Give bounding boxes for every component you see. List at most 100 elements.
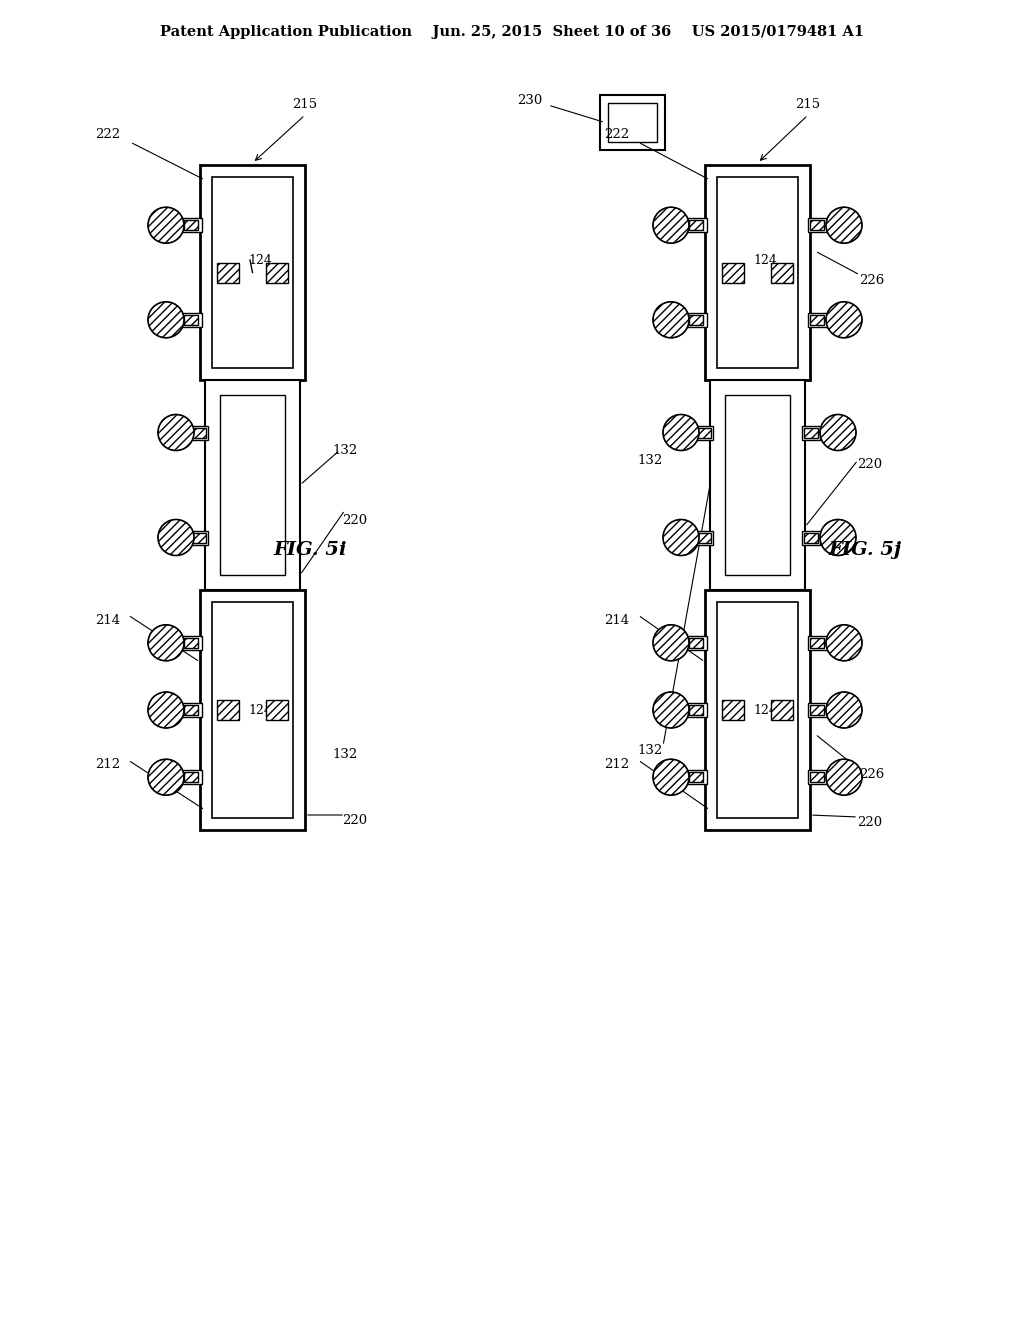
Bar xyxy=(193,532,206,543)
Bar xyxy=(695,425,713,440)
Text: 226: 226 xyxy=(859,768,885,781)
Text: 124: 124 xyxy=(248,704,272,717)
Circle shape xyxy=(653,302,689,338)
Text: 124: 124 xyxy=(753,704,777,717)
Circle shape xyxy=(826,692,862,729)
Bar xyxy=(808,313,828,327)
Text: 214: 214 xyxy=(95,614,121,627)
Text: 132: 132 xyxy=(637,743,663,756)
Text: FIG. 5j: FIG. 5j xyxy=(828,541,901,558)
Bar xyxy=(266,700,288,719)
Bar xyxy=(689,772,703,783)
Bar xyxy=(802,425,820,440)
Bar xyxy=(687,704,707,717)
Circle shape xyxy=(148,759,184,795)
Circle shape xyxy=(653,624,689,661)
Circle shape xyxy=(820,414,856,450)
Bar xyxy=(697,428,711,437)
Bar xyxy=(808,218,828,232)
Circle shape xyxy=(148,624,184,661)
Text: 215: 215 xyxy=(796,99,820,111)
Circle shape xyxy=(826,759,862,795)
Bar xyxy=(182,218,202,232)
Bar xyxy=(802,531,820,544)
Text: Patent Application Publication    Jun. 25, 2015  Sheet 10 of 36    US 2015/01794: Patent Application Publication Jun. 25, … xyxy=(160,25,864,40)
Bar xyxy=(687,313,707,327)
Bar xyxy=(705,165,810,380)
Bar xyxy=(184,772,198,783)
Bar xyxy=(689,705,703,715)
Text: 132: 132 xyxy=(333,444,357,457)
Circle shape xyxy=(148,302,184,338)
Text: FIG. 5i: FIG. 5i xyxy=(273,541,347,558)
Bar xyxy=(710,380,805,590)
Circle shape xyxy=(158,414,194,450)
Bar xyxy=(687,636,707,649)
Bar xyxy=(722,263,744,282)
Circle shape xyxy=(826,207,862,243)
Bar xyxy=(804,532,818,543)
Bar xyxy=(184,705,198,715)
Circle shape xyxy=(148,692,184,729)
Text: 212: 212 xyxy=(95,759,121,771)
Bar xyxy=(200,165,305,380)
Circle shape xyxy=(653,692,689,729)
Text: 124: 124 xyxy=(753,253,777,267)
Bar xyxy=(689,638,703,648)
Bar xyxy=(695,531,713,544)
Bar xyxy=(608,103,657,143)
Bar xyxy=(193,428,206,437)
Text: 230: 230 xyxy=(517,94,543,107)
Circle shape xyxy=(653,207,689,243)
Circle shape xyxy=(663,414,699,450)
Text: 222: 222 xyxy=(95,128,121,141)
Bar xyxy=(217,700,239,719)
Bar xyxy=(182,636,202,649)
Bar xyxy=(705,590,810,830)
Bar xyxy=(810,705,824,715)
Text: 220: 220 xyxy=(857,816,883,829)
Bar xyxy=(212,177,293,368)
Bar xyxy=(771,263,793,282)
Text: 132: 132 xyxy=(333,748,357,762)
Bar xyxy=(810,220,824,230)
Bar xyxy=(184,314,198,325)
Bar xyxy=(808,770,828,784)
Bar xyxy=(717,602,798,818)
Bar xyxy=(220,395,285,576)
Circle shape xyxy=(820,520,856,556)
Bar xyxy=(689,220,703,230)
Text: 220: 220 xyxy=(342,813,368,826)
Bar xyxy=(810,772,824,783)
Text: 220: 220 xyxy=(857,458,883,471)
Bar xyxy=(600,95,665,150)
Bar xyxy=(212,602,293,818)
Circle shape xyxy=(653,759,689,795)
Text: 124: 124 xyxy=(248,253,272,267)
Bar xyxy=(205,380,300,590)
Bar xyxy=(810,314,824,325)
Circle shape xyxy=(158,520,194,556)
Bar xyxy=(808,704,828,717)
Text: 215: 215 xyxy=(293,99,317,111)
Bar xyxy=(190,531,208,544)
Bar xyxy=(190,425,208,440)
Bar xyxy=(697,532,711,543)
Bar xyxy=(808,636,828,649)
Circle shape xyxy=(663,520,699,556)
Bar xyxy=(810,638,824,648)
Bar xyxy=(717,177,798,368)
Bar xyxy=(200,590,305,830)
Bar xyxy=(217,263,239,282)
Circle shape xyxy=(148,207,184,243)
Bar xyxy=(182,770,202,784)
Bar xyxy=(182,704,202,717)
Bar xyxy=(266,263,288,282)
Circle shape xyxy=(826,302,862,338)
Bar xyxy=(182,313,202,327)
Bar xyxy=(184,220,198,230)
Text: 220: 220 xyxy=(342,513,368,527)
Text: 212: 212 xyxy=(604,759,630,771)
Bar xyxy=(687,770,707,784)
Bar xyxy=(722,700,744,719)
